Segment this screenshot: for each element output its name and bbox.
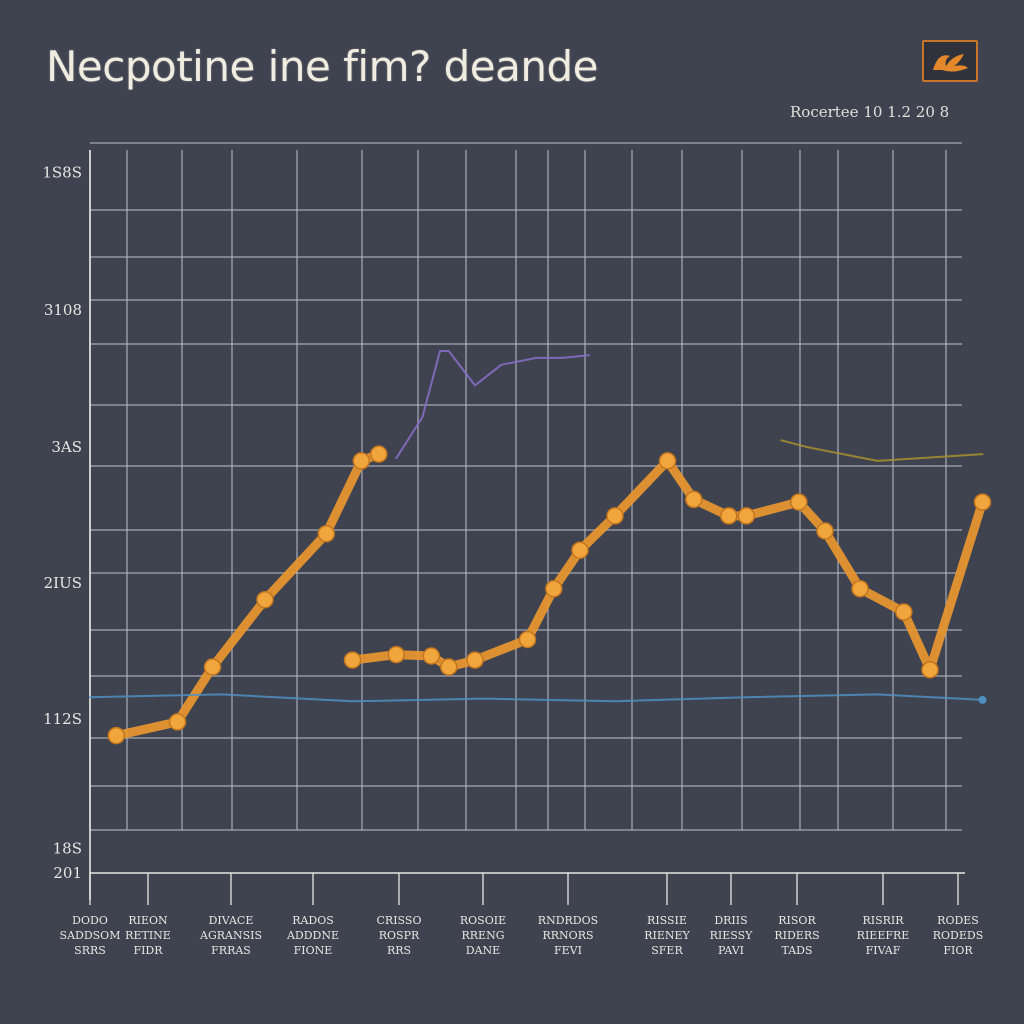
x-tick-label: ROSPR [379, 929, 420, 942]
data-point [317, 524, 336, 543]
y-tick-label: 3108 [44, 301, 82, 319]
series-line [395, 350, 590, 460]
x-tick-label: RODES [937, 914, 979, 927]
x-tick-label: RODEDS [933, 929, 984, 942]
series-line [780, 439, 984, 462]
series-line [89, 693, 984, 703]
x-tick-label: RRENG [461, 929, 504, 942]
data-point [737, 507, 756, 525]
data-point [107, 726, 126, 745]
x-tick-label: RRS [387, 944, 411, 957]
x-tick-label: SADDSOM [60, 929, 121, 942]
x-tick-label: DANE [466, 944, 500, 957]
orange-brand-logo-icon [922, 40, 978, 82]
data-point [203, 658, 222, 676]
x-tick-label: RISSIE [647, 914, 687, 927]
y-tick-label: 201 [53, 864, 82, 882]
data-point [720, 507, 738, 525]
y-tick-label: 2IUS [44, 574, 82, 592]
data-point [851, 579, 869, 598]
x-tick-label: RIEON [128, 914, 168, 927]
data-point [518, 630, 537, 649]
data-point [370, 445, 388, 463]
x-tick-label: ADDDNE [286, 929, 339, 942]
data-point [466, 651, 484, 669]
x-axis-ticks: DODO SADDSOM SRRS RIEON RETINE FIDR DIVACE AGRA… [60, 914, 984, 957]
x-tick-label: RISRIR [862, 914, 904, 927]
x-tick-label: RIDERS [774, 929, 819, 942]
x-tick-label: RADOS [292, 914, 334, 927]
x-tick-label: RNDRDOS [538, 914, 598, 927]
x-tick-label: FIONE [294, 944, 333, 957]
data-point [685, 490, 703, 509]
y-tick-label: 3AS [51, 438, 82, 456]
y-axis-ticks: 18S 112S 2IUS 3AS 3108 1S8S 201 [42, 163, 82, 882]
y-tick-label: 1S8S [42, 163, 82, 181]
data-point [545, 579, 563, 598]
data-point [343, 651, 362, 669]
chart-series [89, 350, 992, 745]
data-point [895, 603, 913, 621]
x-tick-label: FIDR [133, 944, 163, 957]
x-tick-label: FIOR [943, 944, 973, 957]
x-tick-label: AGRANSIS [199, 929, 262, 942]
x-tick-label: SFER [651, 944, 683, 957]
data-point [973, 493, 992, 511]
x-tick-label: RETINE [125, 929, 171, 942]
series-line [111, 449, 384, 741]
x-tick-label: RIESSY [710, 929, 754, 942]
chart-subtitle: Rocertee 10 1.2 20 8 [790, 103, 950, 121]
x-tick-label: ROSOIE [460, 914, 506, 927]
x-tick-label: DODO [72, 914, 108, 927]
data-point [352, 452, 371, 470]
data-point [921, 660, 939, 679]
data-point [790, 493, 808, 511]
data-point [168, 713, 187, 731]
x-tick-label: FRRAS [211, 944, 251, 957]
data-point [978, 695, 987, 704]
data-point [658, 452, 677, 470]
x-tick-label: PAVI [718, 944, 744, 957]
data-point [606, 507, 624, 525]
data-point [571, 541, 589, 559]
series-line [348, 456, 987, 675]
y-tick-label: 112S [43, 710, 82, 728]
x-tick-label: FIVAF [866, 944, 901, 957]
x-tick-label: TADS [781, 944, 812, 957]
data-point [422, 647, 441, 665]
x-tick-label: RRNORS [542, 929, 593, 942]
x-tick-label: RIENEY [644, 929, 690, 942]
y-tick-label: 18S [53, 839, 82, 857]
x-tick-label: CRISSO [377, 914, 422, 927]
x-tick-label: DRIIS [714, 914, 747, 927]
data-point [256, 590, 274, 609]
data-point [440, 658, 458, 676]
data-point [816, 522, 834, 540]
x-tick-label: FEVI [554, 944, 582, 957]
x-tick-label: RISOR [778, 914, 816, 927]
chart-grid [89, 142, 965, 905]
data-point [387, 645, 406, 664]
x-tick-label: RIEEFRE [857, 929, 910, 942]
x-tick-label: SRRS [74, 944, 106, 957]
chart-title: Necpotine ine fim? deande [46, 42, 599, 91]
x-tick-label: DIVACE [209, 914, 254, 927]
